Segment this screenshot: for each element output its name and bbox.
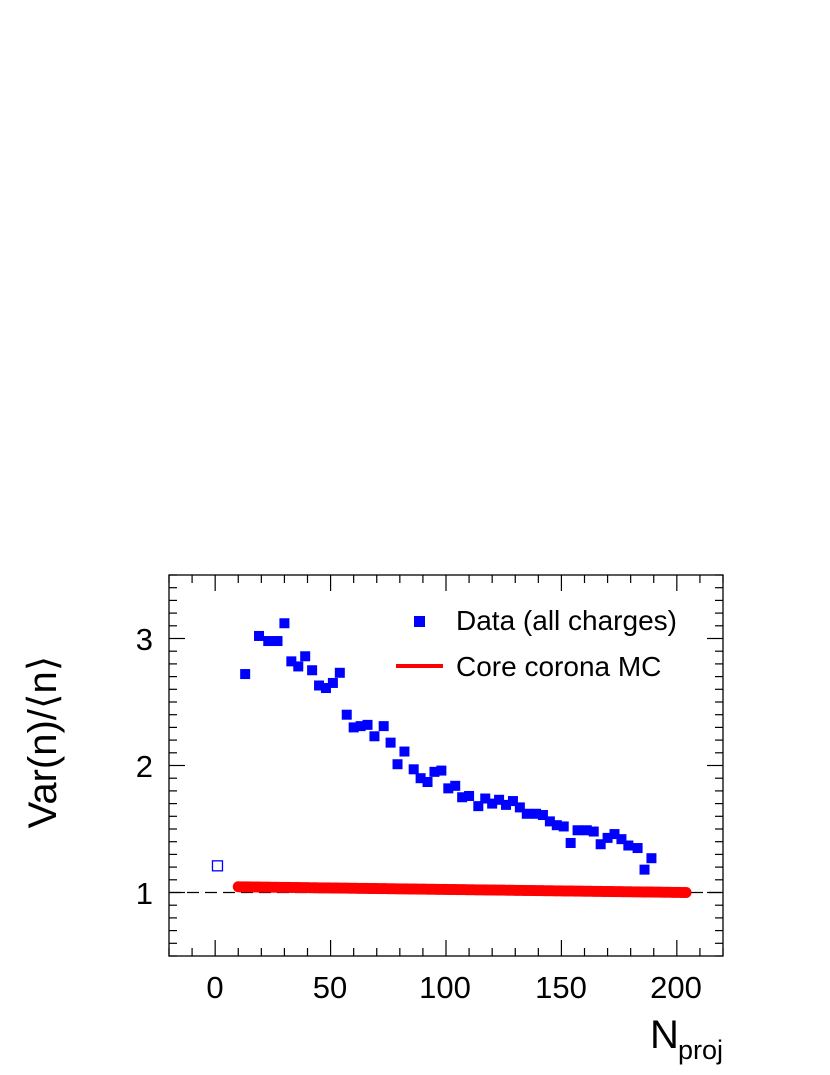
- data-point: [639, 864, 650, 875]
- data-point: [254, 630, 265, 641]
- data-point: [457, 792, 468, 803]
- data-point: [385, 737, 396, 748]
- data-point: [588, 826, 599, 837]
- data-point: [348, 722, 359, 733]
- data-point: [464, 790, 475, 801]
- data-point: [399, 746, 410, 757]
- data-point: [544, 816, 555, 827]
- legend-label-mc: Core corona MC: [456, 651, 661, 682]
- data-point: [378, 721, 389, 732]
- tick-marks: [168, 574, 724, 957]
- data-point: [507, 796, 518, 807]
- data-point: [369, 731, 380, 742]
- data-point: [279, 618, 290, 629]
- data-point: [286, 656, 297, 667]
- data-point: [521, 808, 532, 819]
- y-tick-label: 3: [136, 622, 153, 657]
- legend-label-data: Data (all charges): [456, 605, 677, 636]
- data-series: [211, 618, 657, 875]
- data-point: [450, 780, 461, 791]
- data-point: [632, 843, 643, 854]
- x-axis-label-subscript: proj: [678, 1035, 723, 1065]
- data-point: [537, 810, 548, 821]
- x-tick-label: 200: [650, 970, 702, 1005]
- mc-point: [680, 887, 692, 898]
- data-point: [415, 773, 426, 784]
- y-axis-label: Var(n)/⟨n⟩: [21, 656, 65, 829]
- data-point: [429, 766, 440, 777]
- x-tick-labels: 0 50 100 150 200: [206, 970, 701, 1005]
- data-point: [263, 636, 274, 647]
- data-point: [443, 783, 454, 794]
- data-point: [293, 661, 304, 672]
- data-point: [595, 839, 606, 850]
- data-point: [240, 669, 251, 680]
- data-point: [487, 798, 498, 809]
- x-tick-label: 100: [419, 970, 471, 1005]
- data-point: [616, 834, 627, 845]
- data-point: [609, 829, 620, 840]
- data-point: [362, 719, 373, 730]
- x-axis-title: N proj: [650, 1013, 723, 1065]
- data-point: [436, 765, 447, 776]
- data-point: [480, 793, 491, 804]
- data-point: [392, 759, 403, 770]
- legend: Data (all charges) Core corona MC: [396, 605, 677, 682]
- x-tick-label: 50: [313, 970, 347, 1005]
- data-point: [327, 677, 338, 688]
- data-point: [558, 821, 569, 832]
- data-point: [422, 777, 433, 788]
- data-point: [531, 808, 542, 819]
- data-point: [334, 667, 345, 678]
- x-tick-label: 150: [535, 970, 587, 1005]
- y-tick-label: 1: [136, 876, 153, 911]
- data-point: [572, 825, 583, 836]
- data-point: [565, 837, 576, 848]
- data-point: [602, 832, 613, 843]
- data-point: [623, 840, 634, 851]
- data-point: [551, 820, 562, 831]
- core-corona-mc-series: [232, 881, 692, 898]
- data-point: [320, 683, 331, 694]
- x-tick-label: 0: [206, 970, 223, 1005]
- data-point: [355, 721, 366, 732]
- legend-marker-data: [414, 616, 425, 627]
- data-point: [581, 825, 592, 836]
- data-point: [514, 802, 525, 813]
- data-point: [501, 799, 512, 810]
- data-point: [300, 651, 311, 662]
- data-point: [408, 764, 419, 775]
- data-point: [307, 665, 318, 676]
- open-data-point: [211, 860, 224, 872]
- y-tick-label: 2: [136, 749, 153, 784]
- data-point: [646, 853, 657, 864]
- data-point: [272, 636, 283, 647]
- data-point: [494, 794, 505, 805]
- data-point: [341, 709, 352, 720]
- data-point: [473, 801, 484, 812]
- y-tick-labels: 1 2 3: [136, 622, 153, 911]
- data-point: [314, 680, 325, 691]
- x-axis-label: N: [650, 1013, 679, 1057]
